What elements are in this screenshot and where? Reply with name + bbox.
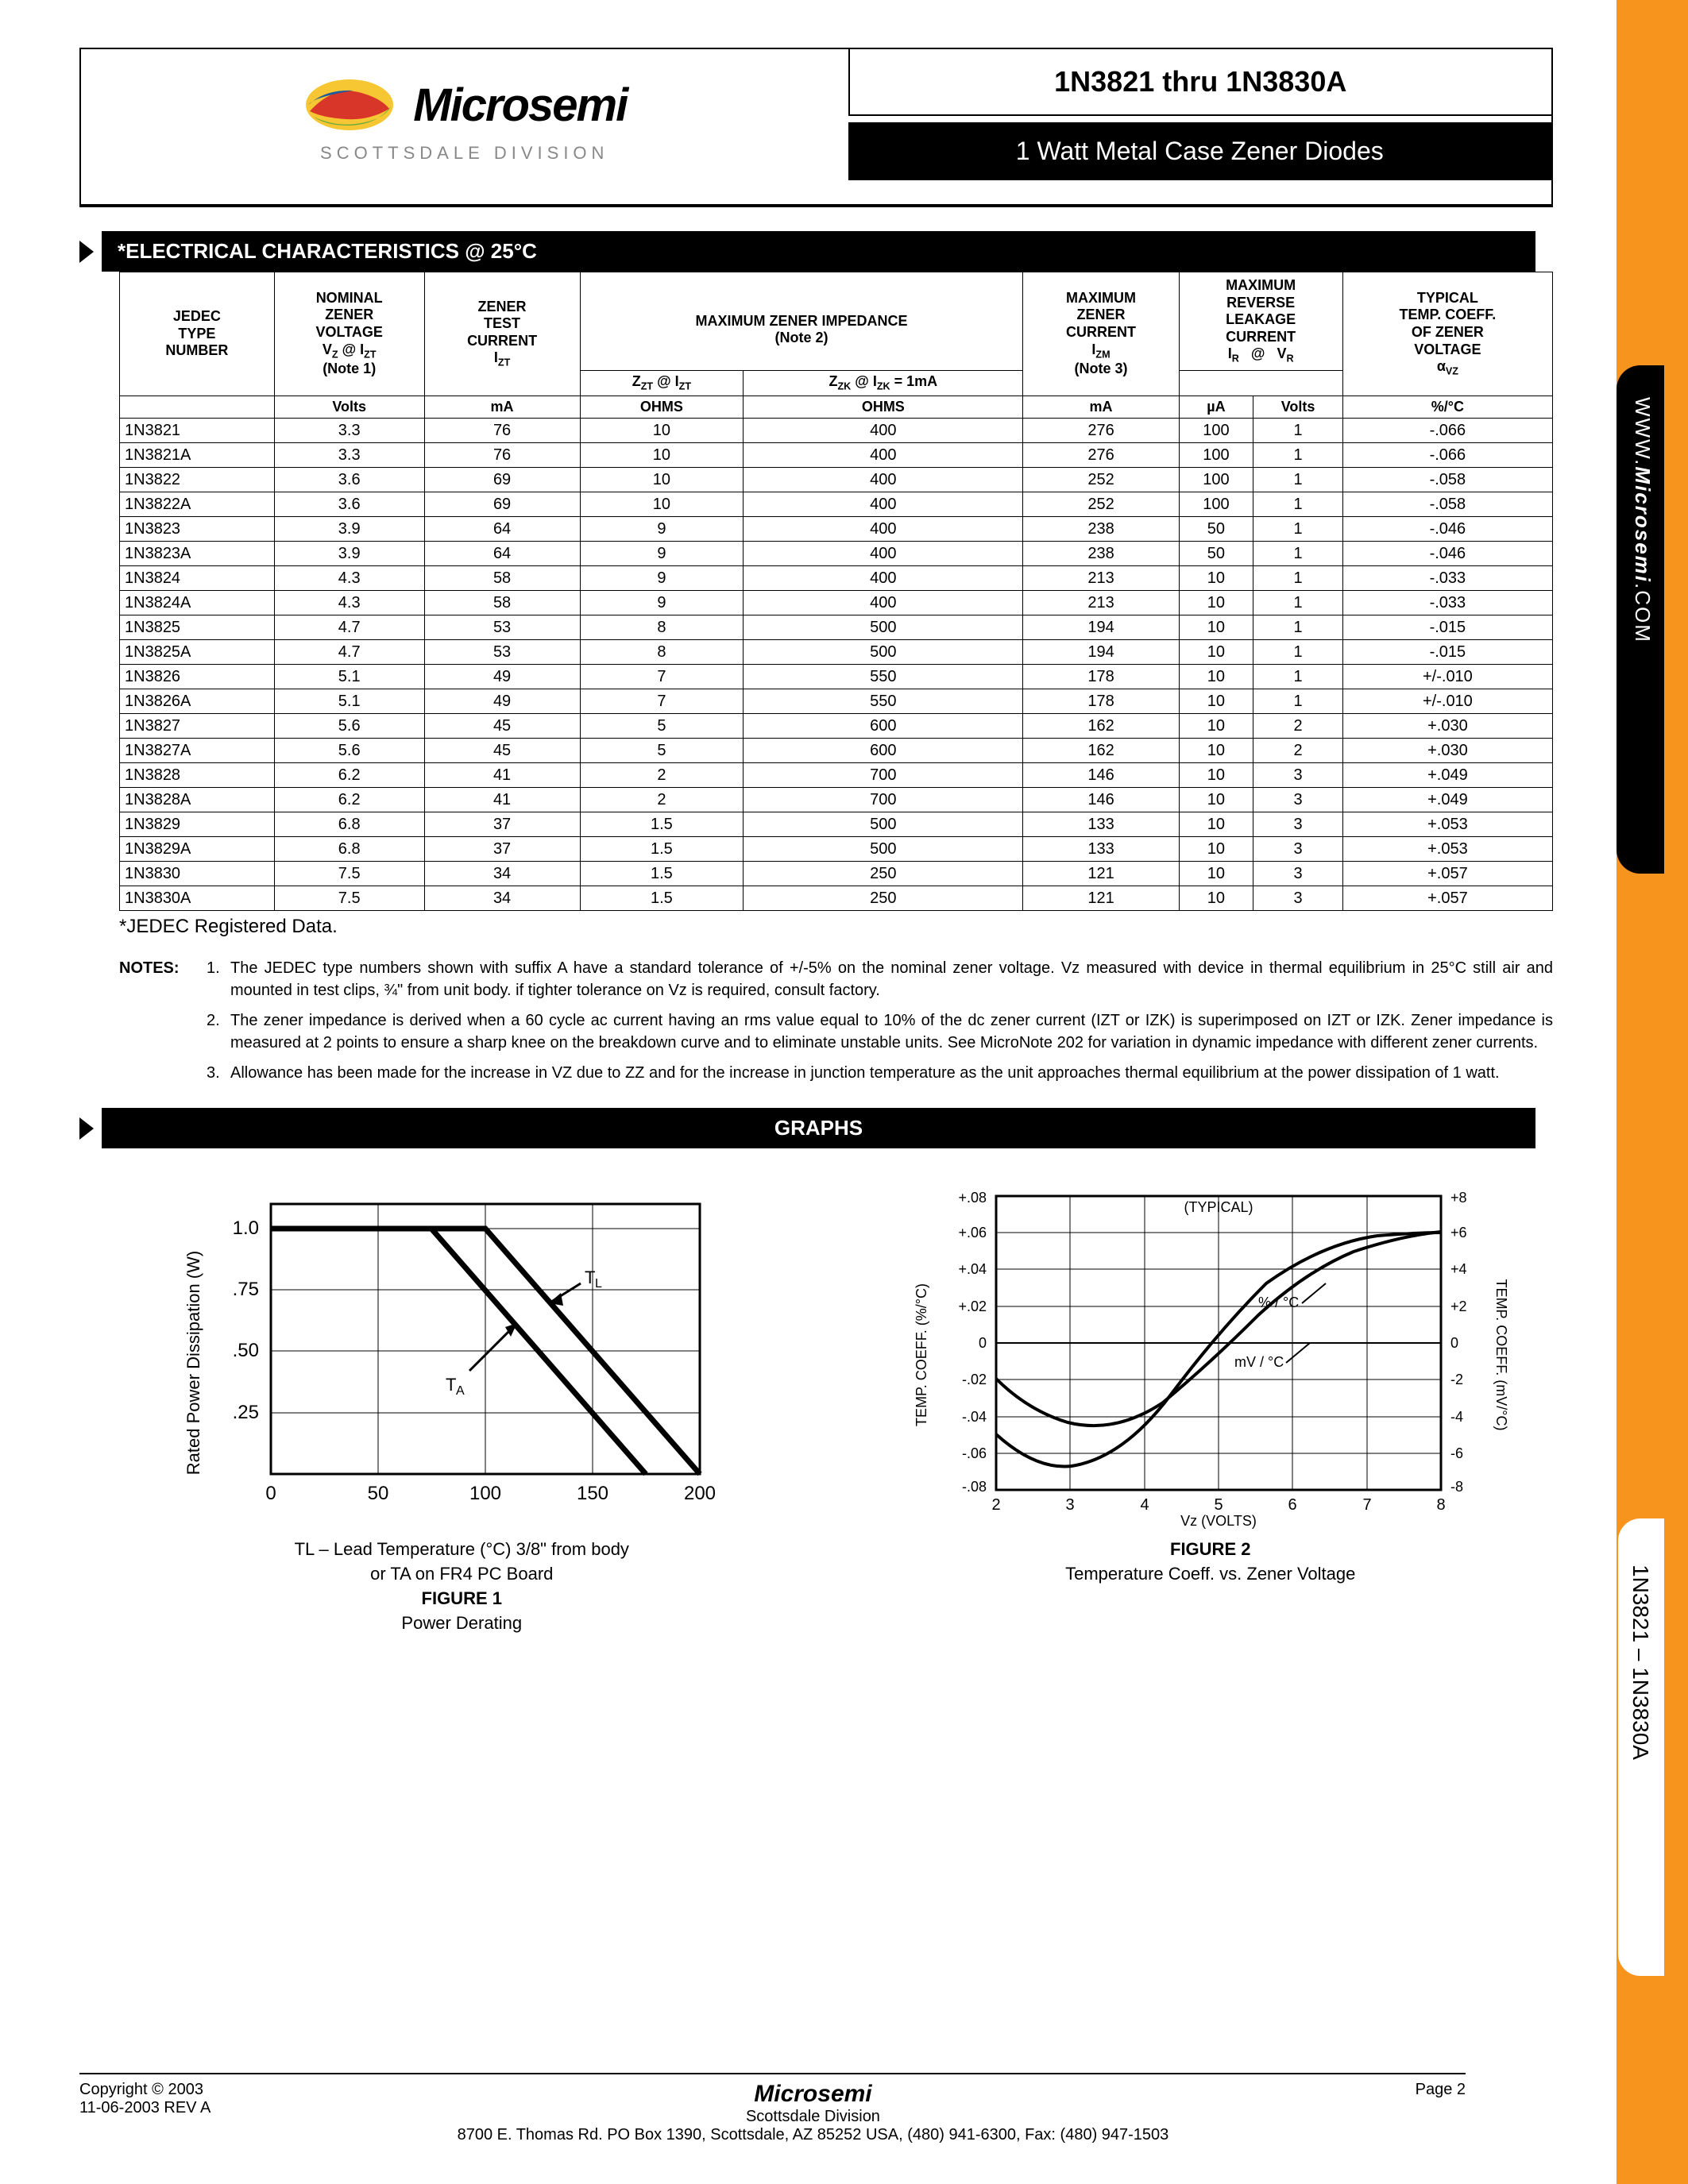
- svg-text:+.04: +.04: [958, 1261, 987, 1277]
- svg-text:150: 150: [577, 1483, 608, 1504]
- svg-text:+.08: +.08: [958, 1190, 987, 1206]
- svg-text:TEMP. COEFF. (mV/°C): TEMP. COEFF. (mV/°C): [1493, 1279, 1509, 1431]
- page-footer: Copyright © 2003 11-06-2003 REV A Micros…: [79, 2073, 1466, 2144]
- svg-text:3: 3: [1065, 1496, 1074, 1514]
- product-description: 1 Watt Metal Case Zener Diodes: [848, 122, 1552, 180]
- table-row: 1N3827A5.6455600162102+.030: [120, 739, 1553, 763]
- electrical-characteristics-table: JEDECTYPENUMBER NOMINALZENERVOLTAGEVZ @ …: [119, 272, 1553, 911]
- table-row: 1N3826A5.1497550178101+/-.010: [120, 689, 1553, 714]
- table-row: 1N38286.2412700146103+.049: [120, 763, 1553, 788]
- table-row: 1N3829A6.8371.5500133103+.053: [120, 837, 1553, 862]
- svg-text:+.06: +.06: [958, 1225, 987, 1241]
- table-row: 1N38254.7538500194101-.015: [120, 615, 1553, 640]
- table-row: 1N3822A3.669104002521001-.058: [120, 492, 1553, 517]
- svg-text:+2: +2: [1450, 1298, 1467, 1314]
- svg-text:+8: +8: [1450, 1190, 1467, 1206]
- table-row: 1N38275.6455600162102+.030: [120, 714, 1553, 739]
- table-row: 1N3830A7.5341.5250121103+.057: [120, 886, 1553, 911]
- table-row: 1N38265.1497550178101+/-.010: [120, 665, 1553, 689]
- side-url: WWW.Microsemi.COM: [1630, 397, 1655, 643]
- logo-block: Microsemi SCOTTSDALE DIVISION: [81, 49, 848, 187]
- table-row: 1N38213.376104002761001-.066: [120, 419, 1553, 443]
- svg-text:-.06: -.06: [962, 1445, 987, 1461]
- jedec-note: *JEDEC Registered Data.: [119, 916, 1553, 938]
- header-frame: Microsemi SCOTTSDALE DIVISION 1N3821 thr…: [79, 48, 1553, 207]
- svg-text:.25: .25: [233, 1402, 259, 1423]
- svg-text:% / °C: % / °C: [1258, 1295, 1299, 1310]
- svg-text:50: 50: [368, 1483, 389, 1504]
- section-electrical-header: *ELECTRICAL CHARACTERISTICS @ 25°C: [79, 231, 1553, 272]
- table-row: 1N3824A4.3589400213101-.033: [120, 591, 1553, 615]
- svg-text:2: 2: [991, 1496, 1000, 1514]
- svg-text:-6: -6: [1450, 1445, 1463, 1461]
- svg-text:mV / °C: mV / °C: [1234, 1354, 1284, 1370]
- svg-text:0: 0: [979, 1335, 987, 1351]
- col-voltage: NOMINALZENERVOLTAGEVZ @ IZT(Note 1): [274, 272, 424, 396]
- table-row: 1N38233.9649400238501-.046: [120, 517, 1553, 542]
- section-graphs-header: GRAPHS: [79, 1108, 1553, 1148]
- table-row: 1N38223.669104002521001-.058: [120, 468, 1553, 492]
- figure-1: Rated Power Dissipation (W) 1.0 .75 .50 …: [119, 1180, 805, 1635]
- figure-2: TEMP. COEFF. (%/°C) TEMP. COEFF. (mV/°C)…: [868, 1180, 1554, 1635]
- svg-text:.75: .75: [233, 1279, 259, 1300]
- side-part-range: 1N3821 – 1N3830A: [1628, 1565, 1653, 1760]
- svg-text:+.02: +.02: [958, 1298, 987, 1314]
- svg-text:T: T: [446, 1375, 456, 1395]
- microsemi-logo-icon: [302, 73, 397, 137]
- svg-text:200: 200: [684, 1483, 716, 1504]
- svg-text:4: 4: [1140, 1496, 1149, 1514]
- table-row: 1N38244.3589400213101-.033: [120, 566, 1553, 591]
- col-zzt: ZZT @ IZT: [580, 371, 744, 396]
- division-text: SCOTTSDALE DIVISION: [320, 143, 608, 164]
- table-row: 1N3828A6.2412700146103+.049: [120, 788, 1553, 812]
- svg-text:0: 0: [266, 1483, 276, 1504]
- svg-text:7: 7: [1362, 1496, 1371, 1514]
- table-row: 1N38296.8371.5500133103+.053: [120, 812, 1553, 837]
- svg-text:-8: -8: [1450, 1479, 1463, 1495]
- col-leakage: MAXIMUMREVERSELEAKAGECURRENTIR @ VR: [1179, 272, 1342, 371]
- arrow-icon: [79, 241, 94, 263]
- svg-text:T: T: [585, 1268, 595, 1287]
- table-row: 1N38307.5341.5250121103+.057: [120, 862, 1553, 886]
- col-tempco: TYPICALTEMP. COEFF.OF ZENERVOLTAGEαVZ: [1342, 272, 1552, 396]
- svg-text:1.0: 1.0: [233, 1217, 259, 1239]
- col-max-current: MAXIMUMZENERCURRENTIZM(Note 3): [1023, 272, 1179, 396]
- svg-text:A: A: [456, 1384, 465, 1398]
- svg-text:0: 0: [1450, 1335, 1458, 1351]
- svg-text:Vz (VOLTS): Vz (VOLTS): [1180, 1513, 1257, 1529]
- table-row: 1N3825A4.7538500194101-.015: [120, 640, 1553, 665]
- svg-text:(TYPICAL): (TYPICAL): [1184, 1199, 1253, 1215]
- part-range: 1N3821 thru 1N3830A: [848, 49, 1552, 116]
- svg-text:+4: +4: [1450, 1261, 1467, 1277]
- svg-text:-4: -4: [1450, 1409, 1463, 1425]
- svg-text:-.08: -.08: [962, 1479, 987, 1495]
- svg-text:.50: .50: [233, 1340, 259, 1361]
- svg-text:5: 5: [1214, 1496, 1223, 1514]
- svg-text:8: 8: [1436, 1496, 1445, 1514]
- svg-text:6: 6: [1288, 1496, 1296, 1514]
- svg-text:L: L: [595, 1277, 602, 1291]
- svg-text:Rated Power Dissipation (W): Rated Power Dissipation (W): [183, 1251, 203, 1475]
- svg-text:-.04: -.04: [962, 1409, 987, 1425]
- svg-text:+6: +6: [1450, 1225, 1467, 1241]
- tempco-chart: TEMP. COEFF. (%/°C) TEMP. COEFF. (mV/°C)…: [909, 1180, 1512, 1530]
- table-row: 1N3823A3.9649400238501-.046: [120, 542, 1553, 566]
- col-zzk: ZZK @ IZK = 1mA: [744, 371, 1023, 396]
- col-impedance: MAXIMUM ZENER IMPEDANCE(Note 2): [580, 272, 1023, 371]
- svg-text:-.02: -.02: [962, 1372, 987, 1387]
- table-row: 1N3821A3.376104002761001-.066: [120, 443, 1553, 468]
- col-test-current: ZENERTESTCURRENTIZT: [424, 272, 580, 396]
- svg-text:-2: -2: [1450, 1372, 1463, 1387]
- power-derating-chart: Rated Power Dissipation (W) 1.0 .75 .50 …: [183, 1180, 740, 1530]
- notes-block: NOTES:1.The JEDEC type numbers shown wit…: [119, 957, 1553, 1084]
- company-name: Microsemi: [413, 79, 627, 132]
- svg-text:TEMP. COEFF. (%/°C): TEMP. COEFF. (%/°C): [914, 1283, 929, 1426]
- arrow-icon: [79, 1117, 94, 1140]
- col-jedec: JEDECTYPENUMBER: [120, 272, 275, 396]
- svg-text:100: 100: [469, 1483, 501, 1504]
